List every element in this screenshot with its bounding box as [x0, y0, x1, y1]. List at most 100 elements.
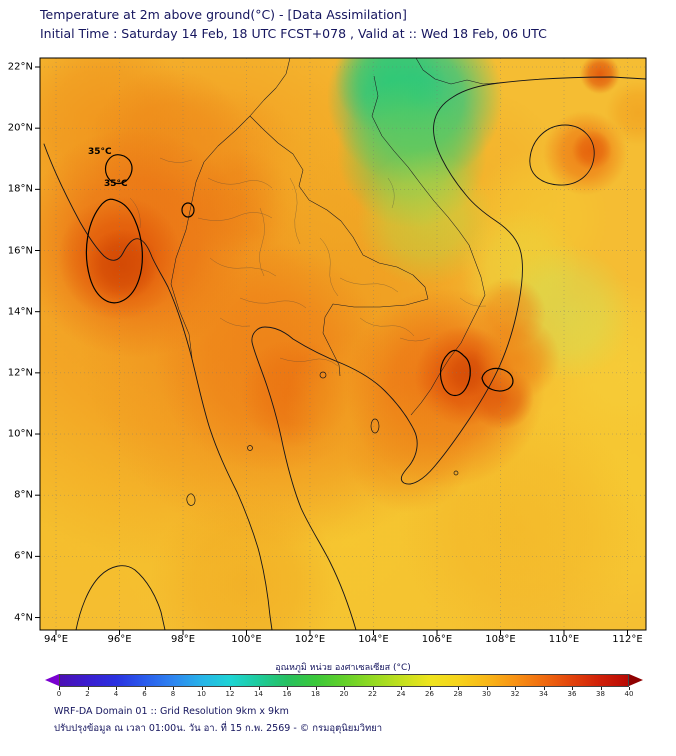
y-axis-label: 12°N [7, 367, 33, 379]
page-title: Temperature at 2m above ground(°C) - [Da… [40, 7, 407, 22]
temperature-contours-35c [85, 154, 514, 397]
colorbar-tick-mark [315, 687, 317, 690]
colorbar-tick-label: 14 [254, 690, 263, 698]
colorbar-tick-label: 26 [425, 690, 434, 698]
hainan-island [529, 124, 595, 186]
colorbar-tick-label: 2 [85, 690, 90, 698]
border-thailand-cambodia [322, 298, 429, 377]
colorbar-ticks: 0 2 4 6 8 10 12 14 16 18 20 22 24 26 28 30 32 34 36 38 40 [57, 687, 633, 701]
colorbar-tick-label: 28 [453, 690, 463, 698]
colorbar-tick-mark [230, 687, 231, 690]
x-axis-label: 96°E [107, 634, 132, 645]
colorbar-tick-mark [372, 687, 374, 690]
y-axis-label: 8°N [14, 489, 33, 501]
colorbar-tick-label: 40 [624, 690, 634, 698]
border-vietnam-china [415, 57, 499, 85]
contour-label-35c-upper: 35°C [88, 147, 112, 157]
coastline-gulf-vietnam-china [251, 76, 647, 631]
colorbar-tick-label: 4 [113, 690, 119, 698]
colorbar-gradient [59, 674, 629, 687]
colorbar-tick-label: 38 [596, 690, 605, 698]
colorbar-tick-mark [629, 687, 630, 690]
colorbar-tick-mark [486, 687, 488, 690]
x-axis-label: 100°E [231, 634, 262, 645]
condao-island [453, 470, 459, 476]
colorbar-tick-label: 12 [225, 690, 235, 698]
y-axis-label: 18°N [7, 183, 33, 195]
colorbar-tick-mark [401, 687, 402, 690]
colorbar-tick-label: 6 [142, 690, 147, 698]
colorbar-label: อุณหภูมิ หน่วย องศาเซลเซียส (°C) [275, 663, 411, 673]
y-axis-label: 14°N [7, 306, 33, 318]
colorbar [45, 674, 643, 687]
y-axis-label: 20°N [7, 122, 33, 134]
colorbar-tick-label: 10 [197, 690, 206, 698]
colorbar-tick-mark [458, 687, 459, 690]
y-axis-label: 10°N [7, 428, 33, 440]
kochang-island [319, 371, 327, 379]
x-axis-label: 110°E [548, 634, 580, 645]
map-overlay: 35°C 35°C [35, 57, 647, 635]
title-block: Temperature at 2m above ground(°C) - [Da… [40, 6, 547, 44]
contour-label-35c-lower: 35°C [104, 179, 128, 189]
border-thailand-myanmar [170, 115, 251, 359]
colorbar-tick-label: 22 [368, 690, 377, 698]
contour-myanmar-large [85, 198, 143, 304]
colorbar-tick-mark [201, 687, 203, 690]
colorbar-tick-mark [572, 687, 573, 690]
contour-myanmar-small [104, 154, 133, 185]
colorbar-tick-mark [429, 687, 431, 690]
y-axis-label: 22°N [7, 61, 33, 73]
colorbar-tick-label: 36 [567, 690, 577, 698]
x-axis: 94°E 96°E 98°E 100°E 102°E 104°E 106°E 108°E 110… [40, 634, 646, 648]
x-axis-label: 94°E [43, 634, 69, 645]
colorbar-tick-label: 34 [539, 690, 548, 698]
province-borders [129, 157, 487, 367]
country-borders [170, 57, 499, 416]
colorbar-tick-mark [258, 687, 260, 690]
y-axis: 22°N 20°N 18°N 16°N 14°N 12°N 10°N 8°N 6°N 4°N [0, 58, 38, 630]
graticule-grid [40, 58, 646, 630]
coastline-sumatra [75, 565, 166, 631]
colorbar-tick-mark [287, 687, 288, 690]
colorbar-tick-mark [87, 687, 89, 690]
colorbar-tick-mark [59, 687, 60, 690]
contour-cambodia-1 [439, 349, 471, 397]
colorbar-tick-mark [144, 687, 146, 690]
coastlines [43, 76, 647, 631]
x-axis-label: 108°E [485, 634, 516, 645]
map-plot: 35°C 35°C [35, 57, 647, 635]
temperature-field [40, 58, 646, 630]
phuket-island [186, 493, 196, 506]
x-axis-label: 104°E [358, 634, 389, 645]
colorbar-tick-mark [600, 687, 602, 690]
colorbar-tick-label: 18 [311, 690, 320, 698]
colorbar-tick-label: 30 [482, 690, 491, 698]
coastline-myanmar-peninsula-west [43, 143, 273, 631]
contour-label-group: 35°C 35°C [88, 147, 128, 189]
footer-update-info: ปรับปรุงข้อมูล ณ เวลา 01:00น. วัน อา. ที… [54, 723, 383, 734]
colorbar-tick-label: 16 [282, 690, 292, 698]
x-axis-label: 98°E [170, 634, 196, 645]
colorbar-tick-mark [116, 687, 117, 690]
colorbar-tick-mark [543, 687, 545, 690]
y-axis-label: 16°N [7, 245, 33, 256]
colorbar-tick-label: 0 [56, 690, 62, 698]
colorbar-tick-label: 20 [339, 690, 349, 698]
colorbar-right-arrow [629, 674, 643, 686]
border-thailand-laos-mekong [249, 115, 429, 300]
y-axis-label: 4°N [14, 612, 33, 624]
y-axis-label: 6°N [14, 550, 33, 562]
page-subtitle: Initial Time : Saturday 14 Feb, 18 UTC F… [40, 25, 547, 41]
footer-model-info: WRF-DA Domain 01 :: Grid Resolution 9km … [54, 706, 289, 717]
map-frame [39, 57, 647, 631]
colorbar-tick-mark [173, 687, 174, 690]
axis-ticks [35, 66, 628, 635]
contour-tak-small [181, 202, 195, 218]
contour-cambodia-2 [481, 367, 514, 392]
border-myanmar-laos-north [249, 57, 291, 117]
x-axis-label: 112°E [612, 634, 643, 645]
x-axis-label: 106°E [421, 634, 453, 645]
colorbar-left-arrow [45, 674, 59, 686]
colorbar-tick-mark [515, 687, 516, 690]
